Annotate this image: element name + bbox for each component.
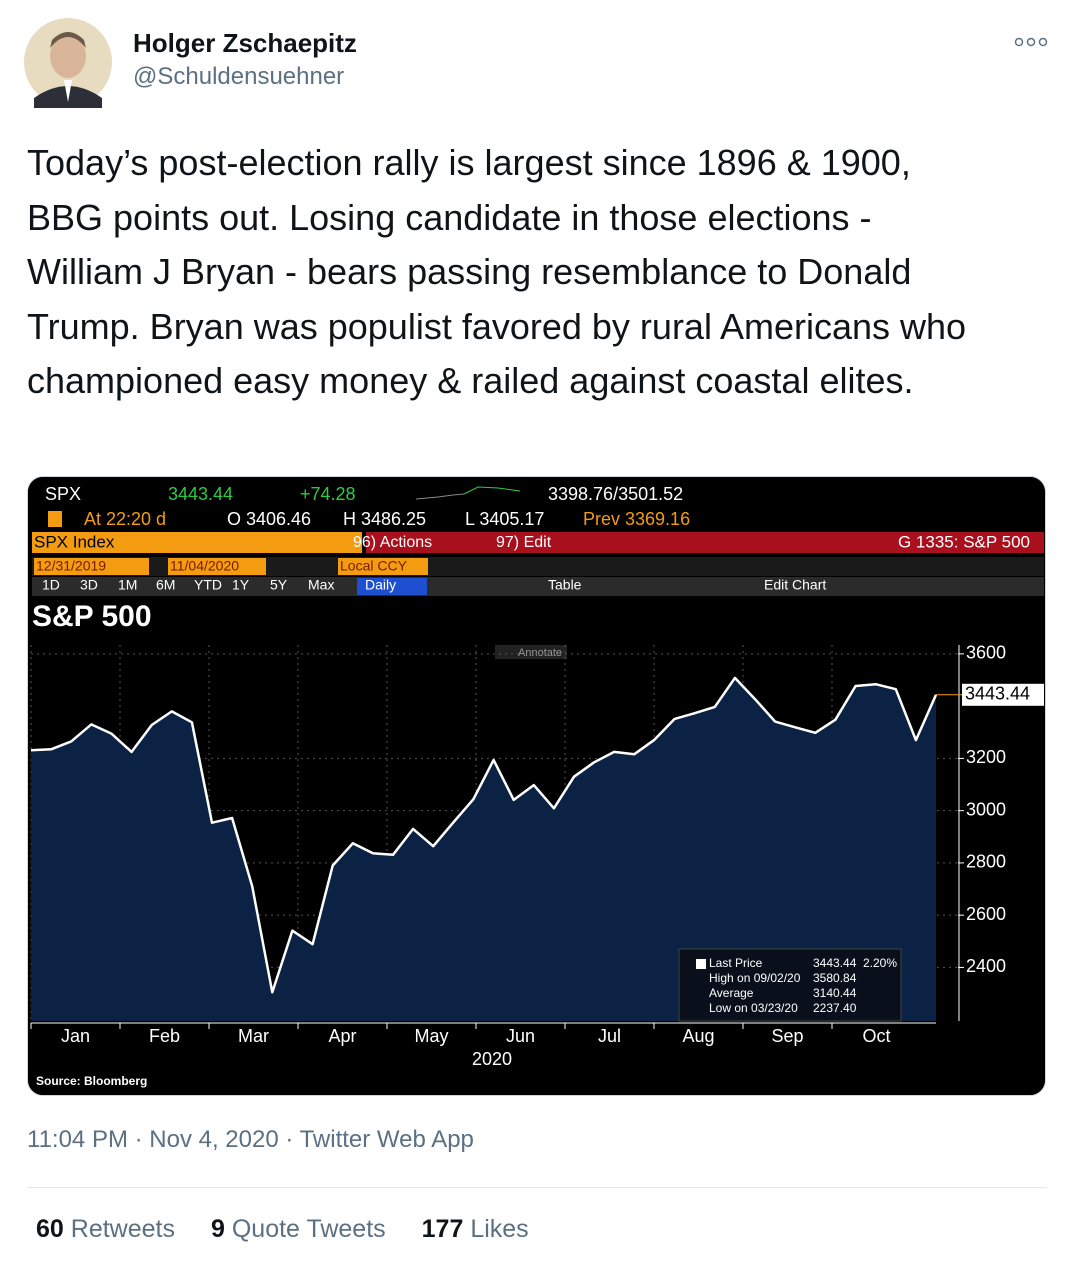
chart: SPX 3443.44 +74.28 3398.76/3501.52 At 22… <box>28 477 1045 1095</box>
x-tick-label: Oct <box>862 1026 890 1046</box>
avatar[interactable] <box>24 18 114 108</box>
x-axis-label: 2020 <box>472 1049 512 1069</box>
more-button[interactable] <box>1014 36 1048 48</box>
price-line <box>30 676 938 994</box>
period-button[interactable]: Max <box>308 577 334 593</box>
stat-count: 177 <box>421 1215 464 1243</box>
currency[interactable]: Local CCY <box>340 558 408 574</box>
stat-count: 60 <box>36 1215 64 1243</box>
table-button[interactable]: Table <box>548 577 582 593</box>
chart-title: S&P 500 <box>32 600 152 633</box>
legend-value: 3580.84 <box>813 971 857 985</box>
legend-label: Low on 03/23/20 <box>709 1001 798 1015</box>
period-button[interactable]: 1D <box>42 577 60 593</box>
legend-label: High on 09/02/20 <box>709 971 801 985</box>
edit-chart-button[interactable]: Edit Chart <box>764 577 826 593</box>
period-button[interactable]: 5Y <box>270 577 288 593</box>
source: Source: Bloomberg <box>36 1074 147 1088</box>
open: O 3406.46 <box>227 509 311 529</box>
x-tick-label: Aug <box>682 1026 714 1046</box>
y-tick-label: 2800 <box>966 852 1006 872</box>
actions-menu[interactable]: 96) Actions <box>353 534 432 551</box>
tweet-text: Today’s post-election rally is largest s… <box>27 142 967 401</box>
period-button[interactable]: 1Y <box>232 577 250 593</box>
end-date[interactable]: 11/04/2020 <box>170 558 239 574</box>
tweet-stats: 60 Retweets 9 Quote Tweets 177 Likes <box>36 1215 529 1244</box>
stat[interactable]: 177 Likes <box>422 1215 529 1244</box>
x-tick-label: Apr <box>328 1026 356 1046</box>
author-name[interactable]: Holger Zschaepitz <box>133 28 357 58</box>
start-date[interactable]: 12/31/2019 <box>36 558 106 574</box>
period-button[interactable]: 1M <box>118 577 137 593</box>
last-price-box <box>962 683 1044 706</box>
x-tick-label: Jul <box>598 1026 621 1046</box>
x-tick-label: Jun <box>506 1026 535 1046</box>
legend-value: 3443.44 <box>813 956 857 970</box>
legend-value: 3140.44 <box>813 986 857 1000</box>
security[interactable]: SPX Index <box>34 532 115 551</box>
quote-time: At 22:20 d <box>84 509 166 529</box>
x-tick-label: Jan <box>61 1026 90 1046</box>
legend-label: Average <box>709 986 754 1000</box>
legend-swatch <box>696 959 706 969</box>
last-price-label: 3443.44 <box>965 684 1030 704</box>
y-tick-label: 3200 <box>966 747 1006 767</box>
stat-label: Quote Tweets <box>231 1215 386 1243</box>
x-tick-label: Mar <box>238 1026 269 1046</box>
high: H 3486.25 <box>343 509 426 529</box>
low: L 3405.17 <box>465 509 544 529</box>
period-button[interactable]: YTD <box>194 577 222 593</box>
change: +74.28 <box>300 484 356 504</box>
page-id: G 1335: S&P 500 <box>898 532 1030 551</box>
timestamp[interactable]: 11:04 PM · Nov 4, 2020 · Twitter Web App <box>27 1126 474 1153</box>
annotate-button[interactable]: Annotate <box>518 647 562 659</box>
x-tick-label: Feb <box>149 1026 180 1046</box>
legend-box <box>678 948 902 1022</box>
ticker: SPX <box>45 484 81 504</box>
y-tick-label: 2400 <box>966 956 1006 976</box>
area-fill <box>31 677 936 1021</box>
legend-value: 2237.40 <box>813 1001 857 1015</box>
edit-menu[interactable]: 97) Edit <box>496 534 552 551</box>
tweet-image[interactable]: SPX 3443.44 +74.28 3398.76/3501.52 At 22… <box>27 476 1046 1096</box>
divider <box>27 1187 1047 1188</box>
y-tick-label: 3000 <box>966 799 1006 819</box>
x-tick-label: Sep <box>771 1026 803 1046</box>
day-range: 3398.76/3501.52 <box>548 484 683 504</box>
author-handle[interactable]: @Schuldensuehner <box>133 63 345 90</box>
y-tick-label: 2600 <box>966 904 1006 924</box>
frequency[interactable]: Daily <box>365 577 396 593</box>
period-button[interactable]: 6M <box>156 577 175 593</box>
stat-label: Retweets <box>70 1215 175 1243</box>
price: 3443.44 <box>168 484 233 504</box>
legend-change: 2.20% <box>863 956 897 970</box>
x-tick-label: May <box>414 1026 448 1046</box>
stat-count: 9 <box>210 1215 225 1243</box>
period-button[interactable]: 3D <box>80 577 98 593</box>
stat-label: Likes <box>470 1215 529 1243</box>
stat[interactable]: 9 Quote Tweets <box>211 1215 386 1244</box>
legend-label: Last Price <box>709 956 763 970</box>
stat[interactable]: 60 Retweets <box>36 1215 175 1244</box>
prev: Prev 3369.16 <box>583 509 690 529</box>
y-tick-label: 3600 <box>966 643 1006 663</box>
